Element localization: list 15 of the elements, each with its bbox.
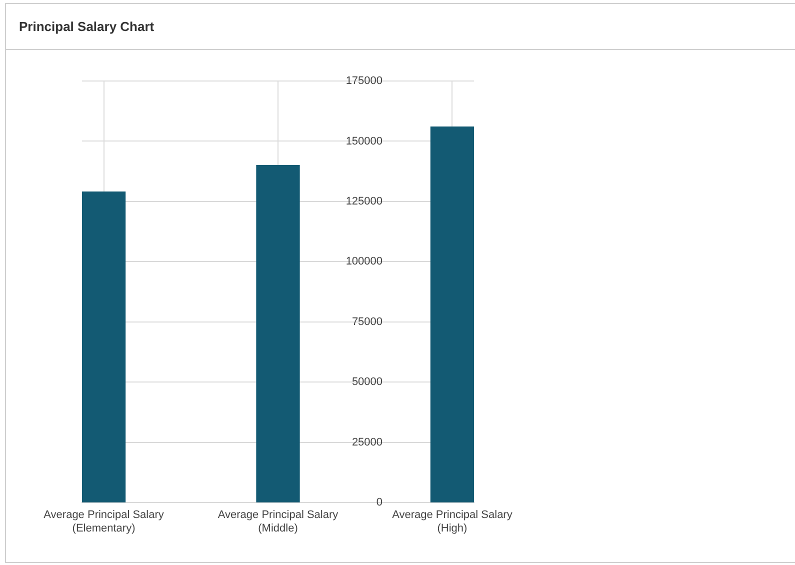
bar — [430, 126, 474, 502]
x-tick-label: Average Principal Salary (High) — [392, 509, 513, 534]
y-tick-label: 0 — [376, 496, 383, 509]
y-tick-label: 125000 — [346, 195, 383, 208]
y-tick-label: 150000 — [346, 135, 383, 148]
y-tick-label: 175000 — [346, 75, 383, 88]
x-tick-label: Average Principal Salary (Elementary) — [44, 509, 164, 534]
y-tick-label: 75000 — [352, 316, 383, 328]
x-tick-label: Average Principal Salary (Middle) — [218, 509, 339, 534]
bar — [82, 191, 126, 502]
y-tick-label: 50000 — [352, 376, 383, 388]
y-tick-label: 100000 — [346, 256, 383, 268]
y-tick-label: 25000 — [352, 436, 383, 448]
bar — [256, 164, 300, 502]
chart-title: Principal Salary Chart — [6, 4, 795, 50]
